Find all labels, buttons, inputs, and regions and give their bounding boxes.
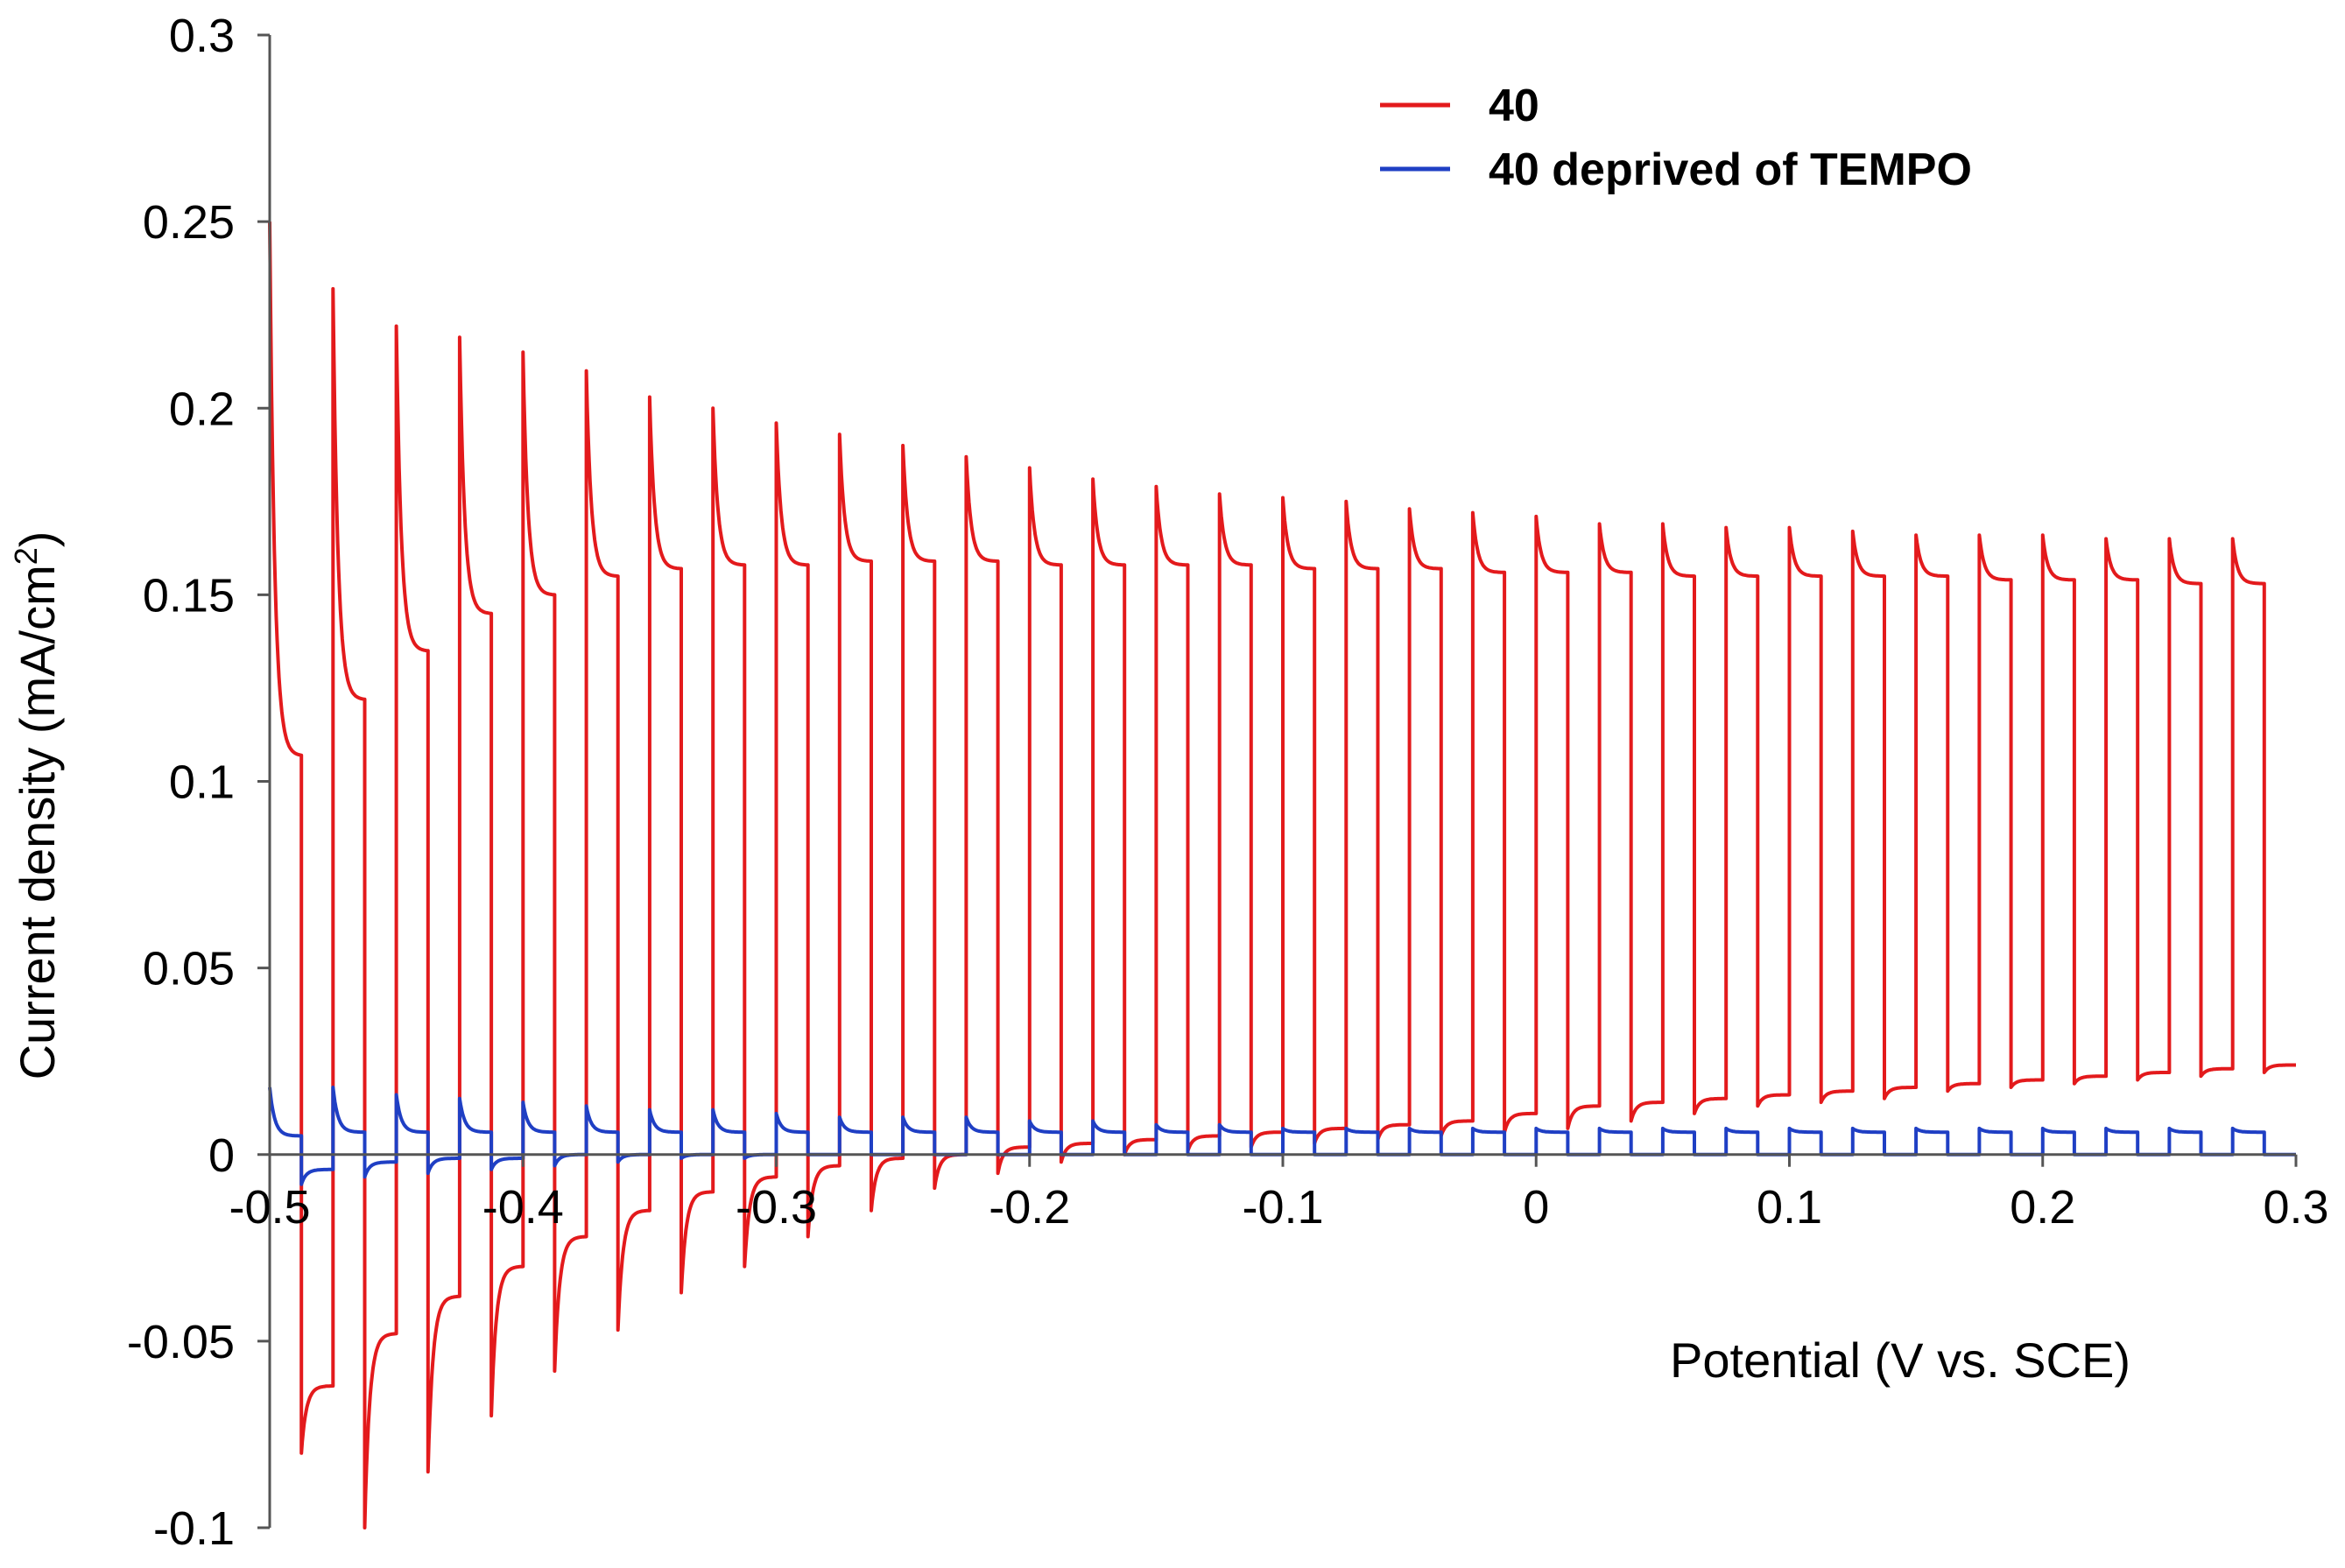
y-tick-label: 0.2 [169,383,235,435]
x-tick-label: -0.2 [989,1181,1070,1234]
x-tick-label: -0.5 [229,1181,310,1234]
y-tick-label: 0.3 [169,10,235,62]
axes [257,33,2298,1529]
x-tick-label: -0.3 [736,1181,817,1234]
legend: 40 40 deprived of TEMPO [1380,81,1972,195]
y-tick-label: -0.05 [127,1316,235,1368]
y-axis-title-sup: 2 [8,547,44,565]
x-tick-label: 0 [1523,1181,1549,1234]
y-tick-label: 0.1 [169,756,235,809]
x-axis-title: Potential (V vs. SCE) [1670,1332,2130,1388]
y-axis-title-close: ) [10,531,65,548]
legend-label-40-deprived: 40 deprived of TEMPO [1489,144,1972,195]
y-axis-title: Current density (mA/cm2) [8,531,65,1080]
x-tick-label: 0.3 [2263,1181,2328,1234]
series-line-40 [268,221,2297,1529]
y-tick-label: 0.25 [143,196,235,249]
x-tick-label: 0.1 [1757,1181,1822,1234]
tick-labels: -0.1 -0.05 0 0.05 0.1 0.15 0.2 0.25 0.3 -0.5 -0.4 -… [127,10,2329,1555]
x-tick-label: -0.4 [482,1181,564,1234]
y-tick-label: 0 [208,1129,235,1182]
y-tick-label: 0.15 [143,569,235,622]
legend-label-40: 40 [1489,81,1539,131]
y-axis-title-main: Current density (mA/cm [10,565,65,1079]
y-tick-label: 0.05 [143,943,235,995]
x-tick-label: 0.2 [2010,1181,2075,1234]
y-tick-label: -0.1 [153,1502,235,1555]
x-tick-label: -0.1 [1242,1181,1323,1234]
